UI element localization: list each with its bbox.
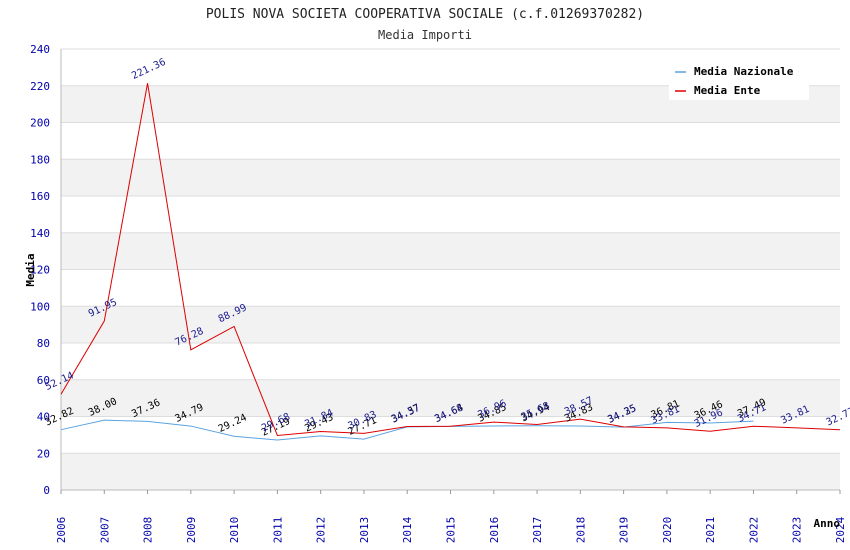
x-axis-ticks: 2006 2007 2008 2009 2010 2011 2012 2013 2014 2015… — [55, 490, 847, 543]
y-axis-ticks: 0 20 40 60 80 100 120 140 160 180 200 220 240 — [30, 43, 50, 497]
y-tick-0: 0 — [43, 484, 50, 497]
legend-label-media-ente: Media Ente — [694, 84, 761, 97]
x-tick-2014: 2014 — [401, 516, 414, 543]
chart-subtitle: Media Importi — [378, 28, 472, 42]
x-tick-2010: 2010 — [228, 517, 241, 544]
x-tick-2011: 2011 — [271, 517, 284, 544]
band-100 — [61, 269, 840, 307]
y-tick-40: 40 — [37, 411, 50, 424]
x-tick-2006: 2006 — [55, 517, 68, 544]
y-tick-200: 200 — [30, 117, 50, 130]
y-tick-140: 140 — [30, 227, 50, 240]
band-120 — [61, 232, 840, 270]
x-axis-label: Anno — [814, 517, 841, 530]
band-140 — [61, 196, 840, 233]
x-tick-2017: 2017 — [531, 517, 544, 544]
band-180 — [61, 122, 840, 160]
band-40 — [61, 379, 840, 417]
y-tick-60: 60 — [37, 374, 50, 387]
x-tick-2021: 2021 — [704, 517, 717, 544]
y-tick-20: 20 — [37, 447, 50, 460]
x-tick-2012: 2012 — [315, 517, 328, 544]
y-tick-180: 180 — [30, 153, 50, 166]
y-axis-label: Media — [24, 253, 37, 286]
x-tick-2019: 2019 — [618, 517, 631, 544]
series-lines — [60, 83, 841, 441]
band-80 — [61, 306, 840, 343]
x-tick-2022: 2022 — [747, 517, 760, 544]
x-tick-2018: 2018 — [574, 517, 587, 544]
series-line-media-ente — [60, 83, 841, 436]
chart-title: POLIS NOVA SOCIETA COOPERATIVA SOCIALE (… — [206, 7, 644, 22]
y-tick-220: 220 — [30, 80, 50, 93]
x-tick-2023: 2023 — [791, 517, 804, 544]
legend: Media Nazionale Media Ente — [669, 60, 809, 100]
x-tick-2016: 2016 — [488, 517, 501, 544]
legend-label-media-nazionale: Media Nazionale — [694, 65, 794, 78]
band-160 — [61, 159, 840, 196]
y-tick-100: 100 — [30, 300, 50, 313]
y-tick-80: 80 — [37, 337, 50, 350]
y-tick-160: 160 — [30, 190, 50, 203]
y-tick-120: 120 — [30, 264, 50, 277]
x-tick-2024: 2024 — [834, 516, 847, 543]
x-tick-2020: 2020 — [661, 517, 674, 544]
x-tick-2015: 2015 — [445, 517, 458, 544]
x-tick-2009: 2009 — [185, 517, 198, 544]
band-0 — [61, 453, 840, 490]
y-tick-240: 240 — [30, 43, 50, 56]
legend-box — [669, 60, 809, 100]
x-tick-2007: 2007 — [98, 517, 111, 544]
x-tick-2013: 2013 — [358, 517, 371, 544]
x-tick-2008: 2008 — [142, 517, 155, 544]
